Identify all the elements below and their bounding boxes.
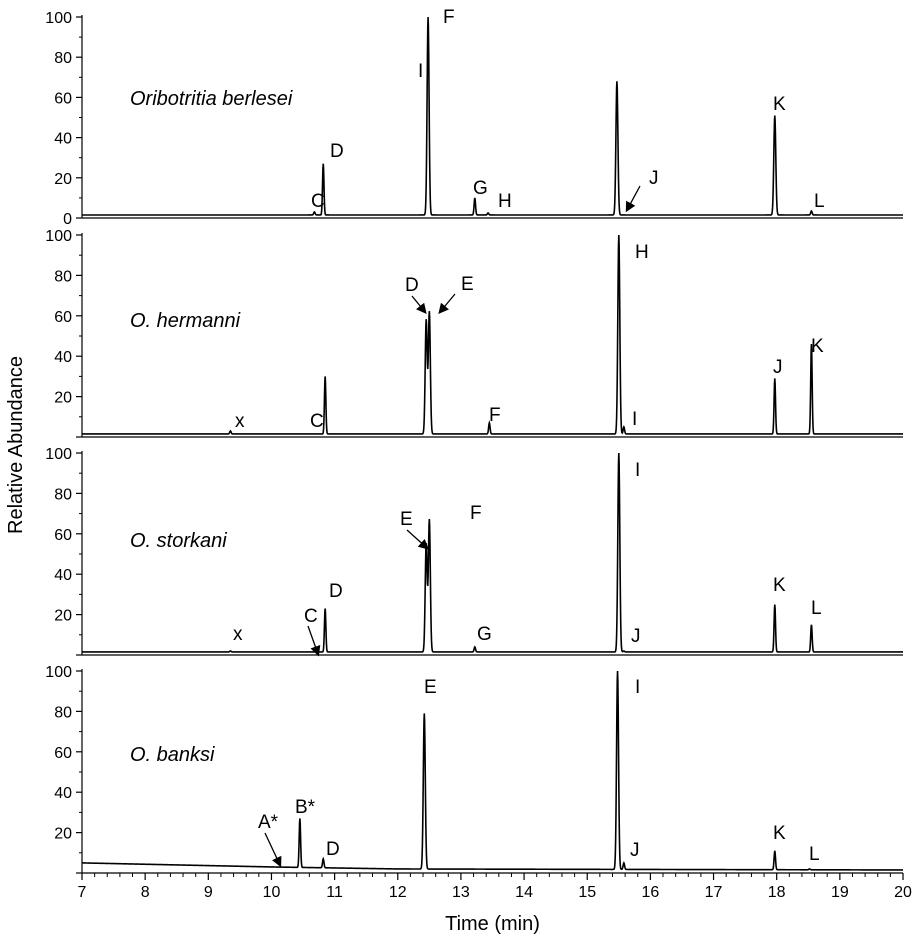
peak-label: K xyxy=(773,823,786,844)
peak-label: D xyxy=(326,839,340,860)
y-tick-label: 100 xyxy=(45,10,72,27)
peak-label: E xyxy=(424,677,437,698)
peak-arrow xyxy=(411,295,427,315)
x-tick-label: 14 xyxy=(515,884,533,901)
peak-label: E xyxy=(461,274,474,295)
panel-species-name: O. hermanni xyxy=(130,310,241,332)
y-tick-label: 20 xyxy=(54,826,72,843)
peak-label: G xyxy=(477,624,492,645)
y-tick-label: 20 xyxy=(54,390,72,407)
chromatogram-trace xyxy=(82,16,903,216)
peak-arrow xyxy=(438,293,456,314)
peak-label: L xyxy=(814,191,825,212)
y-tick-label: 20 xyxy=(54,171,72,188)
y-tick-label: 40 xyxy=(54,131,72,148)
y-tick-label: 80 xyxy=(54,50,72,67)
peak-label: G xyxy=(473,178,488,199)
peak-label: C xyxy=(304,606,318,627)
x-tick-label: 15 xyxy=(578,884,596,901)
peak-label: J xyxy=(773,357,783,378)
x-tick-label: 12 xyxy=(389,884,407,901)
y-tick-label: 40 xyxy=(54,349,72,366)
chromatogram-trace xyxy=(82,234,903,435)
y-tick-label: 60 xyxy=(54,527,72,544)
y-axis-label: Relative Abundance xyxy=(5,356,27,534)
peak-arrow xyxy=(625,185,641,213)
peak-label: J xyxy=(630,840,640,861)
x-tick-label: 9 xyxy=(204,884,213,901)
x-tick-label: 18 xyxy=(768,884,786,901)
peak-label: K xyxy=(773,575,786,596)
peak-label: K xyxy=(811,336,824,357)
y-tick-label: 80 xyxy=(54,704,72,721)
x-tick-label: 10 xyxy=(263,884,281,901)
peak-label: H xyxy=(498,191,512,212)
peak-label: D xyxy=(405,275,419,296)
y-tick-label: 60 xyxy=(54,745,72,762)
peak-label: F xyxy=(489,405,501,426)
peak-label: L xyxy=(809,844,820,865)
x-tick-label: 17 xyxy=(705,884,723,901)
y-tick-label: 100 xyxy=(45,228,72,245)
peak-label: x xyxy=(233,624,243,645)
x-tick-label: 20 xyxy=(894,884,912,901)
peak-label: J xyxy=(649,168,659,189)
x-tick-label: 11 xyxy=(326,884,343,901)
y-tick-label: 100 xyxy=(45,446,72,463)
peak-arrow xyxy=(406,529,429,550)
peak-label: F xyxy=(443,7,455,28)
y-tick-label: 100 xyxy=(45,664,72,681)
peak-label: H xyxy=(635,242,649,263)
y-tick-label: 0 xyxy=(63,211,72,228)
peak-label: D xyxy=(330,141,344,162)
y-tick-label: 20 xyxy=(54,608,72,625)
peak-label: B* xyxy=(295,797,316,818)
peak-label: K xyxy=(773,94,786,115)
peak-label: C xyxy=(310,411,324,432)
peak-label: I xyxy=(635,677,640,698)
x-tick-label: 8 xyxy=(141,884,150,901)
peak-label: I xyxy=(635,460,640,481)
peak-label: I xyxy=(632,409,637,430)
peak-label: A* xyxy=(258,812,279,833)
chromatogram-trace xyxy=(81,670,903,871)
peak-label: F xyxy=(470,503,482,524)
y-tick-label: 60 xyxy=(54,90,72,107)
x-tick-label: 19 xyxy=(831,884,849,901)
peak-arrow xyxy=(307,625,321,657)
panel-species-name: Oribotritia berlesei xyxy=(130,88,293,110)
y-tick-label: 40 xyxy=(54,785,72,802)
y-tick-label: 80 xyxy=(54,268,72,285)
peak-label: J xyxy=(631,626,641,647)
chromatogram-trace xyxy=(82,452,903,653)
peak-label: C xyxy=(311,191,325,212)
x-tick-label: 16 xyxy=(641,884,659,901)
peak-label: x xyxy=(235,411,245,432)
y-tick-label: 80 xyxy=(54,486,72,503)
y-tick-label: 60 xyxy=(54,309,72,326)
peak-label: D xyxy=(329,581,343,602)
panel-species-name: O. storkani xyxy=(130,530,227,552)
peak-label: I xyxy=(418,61,423,82)
x-axis-label: Time (min) xyxy=(445,913,540,935)
y-tick-label: 40 xyxy=(54,567,72,584)
panel-species-name: O. banksi xyxy=(130,744,215,766)
peak-label: L xyxy=(811,598,822,619)
peak-label: E xyxy=(400,509,413,530)
x-tick-label: 7 xyxy=(78,884,87,901)
x-tick-label: 13 xyxy=(452,884,470,901)
peak-arrow xyxy=(264,832,282,868)
